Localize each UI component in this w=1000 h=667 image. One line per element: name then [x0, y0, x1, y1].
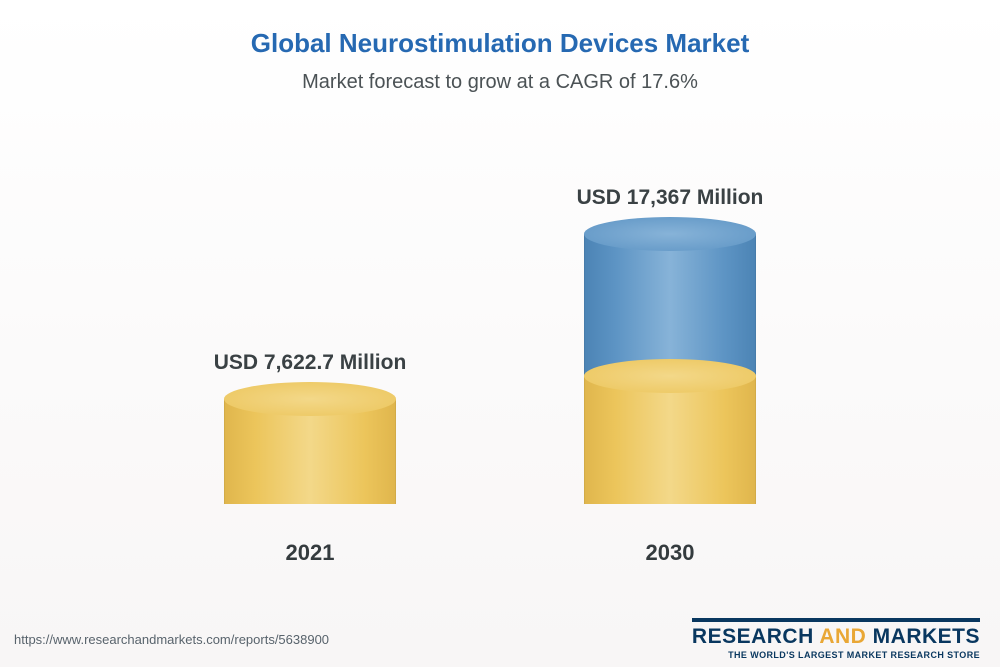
chart-subtitle: Market forecast to grow at a CAGR of 17.…	[302, 71, 698, 94]
bar-2021-value: USD 7,622.7 Million	[214, 351, 407, 375]
cylinder-body-bottom	[584, 376, 756, 504]
year-label-2030: 2030	[570, 540, 770, 566]
cylinder-2021	[224, 399, 396, 504]
brand-word-markets: MARKETS	[873, 625, 980, 648]
footer: https://www.researchandmarkets.com/repor…	[0, 611, 1000, 667]
chart-container: Global Neurostimulation Devices Market M…	[0, 0, 1000, 667]
brand-word-research: RESEARCH	[692, 625, 814, 648]
brand-logo: RESEARCH AND MARKETS THE WORLD'S LARGEST…	[692, 618, 980, 659]
bar-2030-value: USD 17,367 Million	[577, 186, 764, 210]
cylinder-body-top	[584, 234, 756, 376]
cylinder-top-ellipse	[224, 382, 396, 416]
cylinder-join-ellipse	[584, 359, 756, 393]
bar-2030: USD 17,367 Million	[570, 186, 770, 504]
year-label-2021: 2021	[210, 540, 410, 566]
chart-area: USD 7,622.7 Million USD 17,367 Million 2…	[150, 124, 850, 504]
chart-title: Global Neurostimulation Devices Market	[251, 28, 749, 59]
brand-name: RESEARCH AND MARKETS	[692, 626, 980, 648]
cylinder-2030	[584, 234, 756, 504]
footer-url: https://www.researchandmarkets.com/repor…	[14, 632, 329, 647]
cylinder-top-ellipse	[584, 217, 756, 251]
brand-word-and: AND	[814, 625, 873, 648]
brand-tagline: THE WORLD'S LARGEST MARKET RESEARCH STOR…	[692, 650, 980, 660]
bar-2021: USD 7,622.7 Million	[210, 351, 410, 504]
